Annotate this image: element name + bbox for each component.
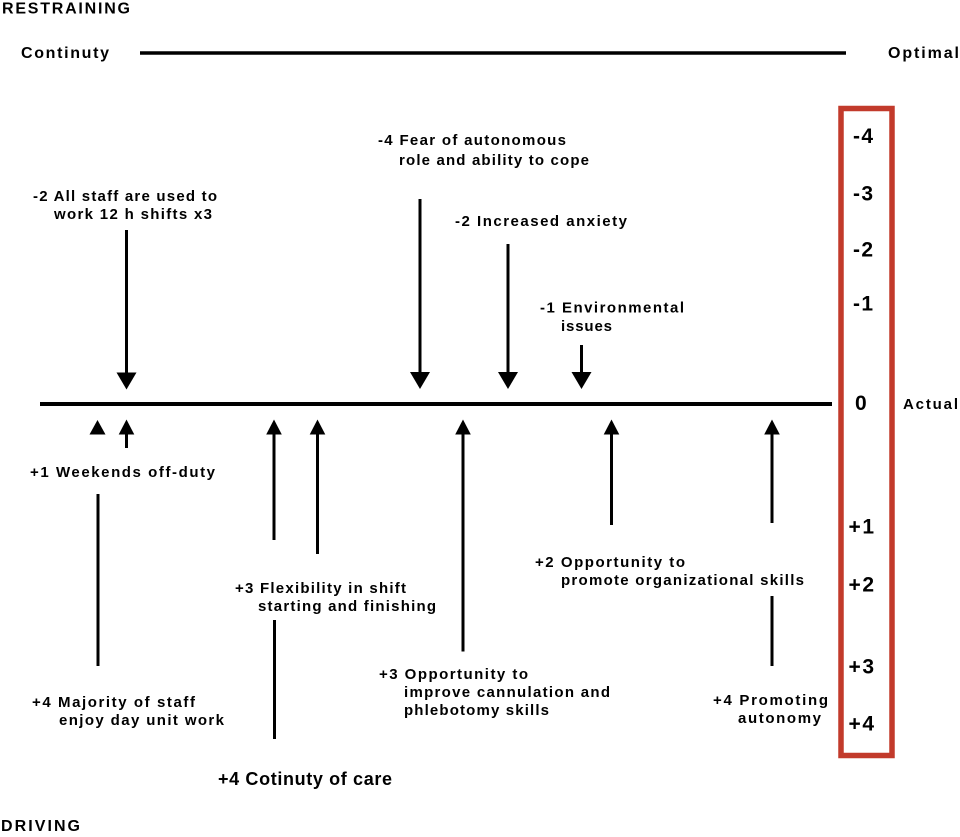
svg-text:+3 Opportunity to: +3 Opportunity to — [379, 666, 528, 683]
svg-text:RESTRAINING: RESTRAINING — [2, 1, 130, 18]
svg-text:+1 Weekends off-duty: +1 Weekends off-duty — [30, 464, 216, 481]
svg-text:improve cannulation and: improve cannulation and — [404, 684, 610, 701]
svg-text:+4 Cotinuty of care: +4 Cotinuty of care — [218, 769, 392, 789]
svg-text:-2 All staff are used to: -2 All staff are used to — [33, 188, 217, 205]
svg-text:role and ability to cope: role and ability to cope — [399, 152, 589, 169]
svg-text:DRIVING: DRIVING — [1, 818, 80, 835]
svg-text:autonomy: autonomy — [738, 710, 822, 727]
svg-text:phlebotomy skills: phlebotomy skills — [404, 702, 549, 719]
svg-text:Optimal: Optimal — [888, 45, 959, 62]
svg-text:+4 Promoting: +4 Promoting — [713, 692, 828, 709]
svg-text:+3 Flexibility in shift: +3 Flexibility in shift — [235, 580, 406, 597]
svg-text:+2: +2 — [849, 574, 875, 597]
svg-text:work 12 h shifts x3: work 12 h shifts x3 — [53, 206, 212, 223]
svg-text:-2 Increased anxiety: -2 Increased anxiety — [455, 213, 628, 230]
svg-text:+4: +4 — [849, 713, 875, 736]
svg-text:starting and finishing: starting and finishing — [258, 598, 436, 615]
svg-text:0: 0 — [855, 392, 867, 415]
svg-text:+1: +1 — [849, 516, 875, 539]
svg-text:+4 Majority of staff: +4 Majority of staff — [32, 694, 196, 711]
svg-text:-2: -2 — [853, 239, 873, 262]
svg-text:-4 Fear of autonomous: -4 Fear of autonomous — [378, 132, 566, 149]
svg-text:-1 Environmental: -1 Environmental — [540, 300, 684, 317]
svg-text:-4: -4 — [853, 125, 873, 148]
svg-text:-1: -1 — [853, 293, 873, 316]
svg-text:Continuty: Continuty — [21, 45, 109, 62]
svg-text:-3: -3 — [853, 183, 873, 206]
svg-text:+2 Opportunity to: +2 Opportunity to — [535, 554, 685, 571]
svg-text:+3: +3 — [849, 656, 875, 679]
svg-text:Actual: Actual — [903, 396, 958, 413]
svg-text:promote organizational skills: promote organizational skills — [561, 572, 804, 589]
svg-text:enjoy day unit work: enjoy day unit work — [59, 712, 225, 729]
svg-text:issues: issues — [561, 318, 612, 335]
